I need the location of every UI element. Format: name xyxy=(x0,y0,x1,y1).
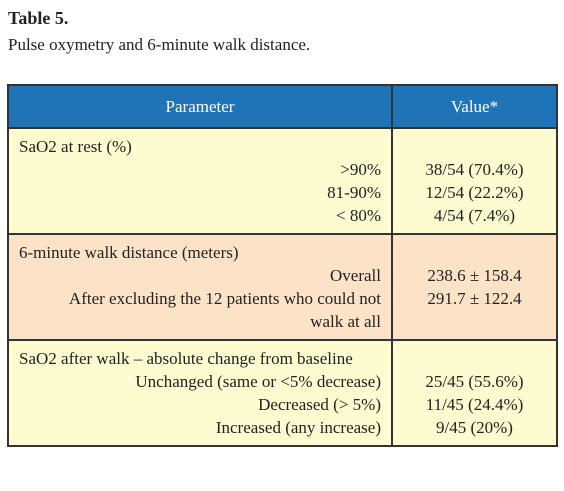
empty-cell xyxy=(393,129,556,158)
table: Parameter Value* SaO2 at rest (%) >90% 38/54… xyxy=(7,84,558,447)
section-label-row: SaO2 at rest (%) xyxy=(9,129,556,158)
table-subtitle: Pulse oxymetry and 6-minute walk distanc… xyxy=(8,35,311,54)
data-row: Unchanged (same or <5% decrease) 25/45 (5… xyxy=(9,370,556,393)
parameter-cell: Unchanged (same or <5% decrease) xyxy=(9,370,393,393)
value-cell: 4/54 (7.4%) xyxy=(433,206,516,225)
parameter-cell: Decreased (> 5%) xyxy=(9,393,393,416)
section-label-row: SaO2 after walk – absolute change from b… xyxy=(9,341,556,370)
value-cell: 9/45 (20%) xyxy=(436,418,513,437)
section-label: 6-minute walk distance (meters) xyxy=(9,235,393,264)
parameter-cell: 81-90% xyxy=(9,181,393,204)
section: SaO2 at rest (%) >90% 38/54 (70.4%) 81-90% 1… xyxy=(9,129,556,235)
section-label: SaO2 at rest (%) xyxy=(9,129,393,158)
section: SaO2 after walk – absolute change from b… xyxy=(9,341,556,445)
data-row: < 80% 4/54 (7.4%) xyxy=(9,204,556,233)
data-row: 81-90% 12/54 (22.2%) xyxy=(9,181,556,204)
parameter-cell: Overall xyxy=(9,264,393,287)
empty-cell xyxy=(393,341,556,370)
column-header: Value* xyxy=(450,97,499,116)
section-label-row: 6-minute walk distance (meters) xyxy=(9,235,556,264)
value-cell: 25/45 (55.6%) xyxy=(425,372,524,391)
parameter-cell: After excluding the 12 patients who coul… xyxy=(9,287,393,339)
header-row: Parameter Value* xyxy=(9,86,556,129)
data-row: >90% 38/54 (70.4%) xyxy=(9,158,556,181)
parameter-cell: >90% xyxy=(9,158,393,181)
data-row: Increased (any increase) 9/45 (20%) xyxy=(9,416,556,445)
parameter-cell: < 80% xyxy=(9,204,393,233)
value-cell: 11/45 (24.4%) xyxy=(425,395,524,414)
empty-cell xyxy=(393,235,556,264)
parameter-cell: Increased (any increase) xyxy=(9,416,393,445)
value-cell: 291.7 ± 122.4 xyxy=(427,289,522,308)
table-title: Table 5. xyxy=(8,8,69,28)
data-row: Overall 238.6 ± 158.4 xyxy=(9,264,556,287)
data-row: Decreased (> 5%) 11/45 (24.4%) xyxy=(9,393,556,416)
value-cell: 238.6 ± 158.4 xyxy=(427,266,522,285)
value-cell: 12/54 (22.2%) xyxy=(425,183,524,202)
value-cell: 38/54 (70.4%) xyxy=(425,160,524,179)
data-row: After excluding the 12 patients who coul… xyxy=(9,287,556,339)
section-label: SaO2 after walk – absolute change from b… xyxy=(9,341,393,370)
section: 6-minute walk distance (meters) Overall 23… xyxy=(9,235,556,341)
column-header: Parameter xyxy=(9,86,393,127)
